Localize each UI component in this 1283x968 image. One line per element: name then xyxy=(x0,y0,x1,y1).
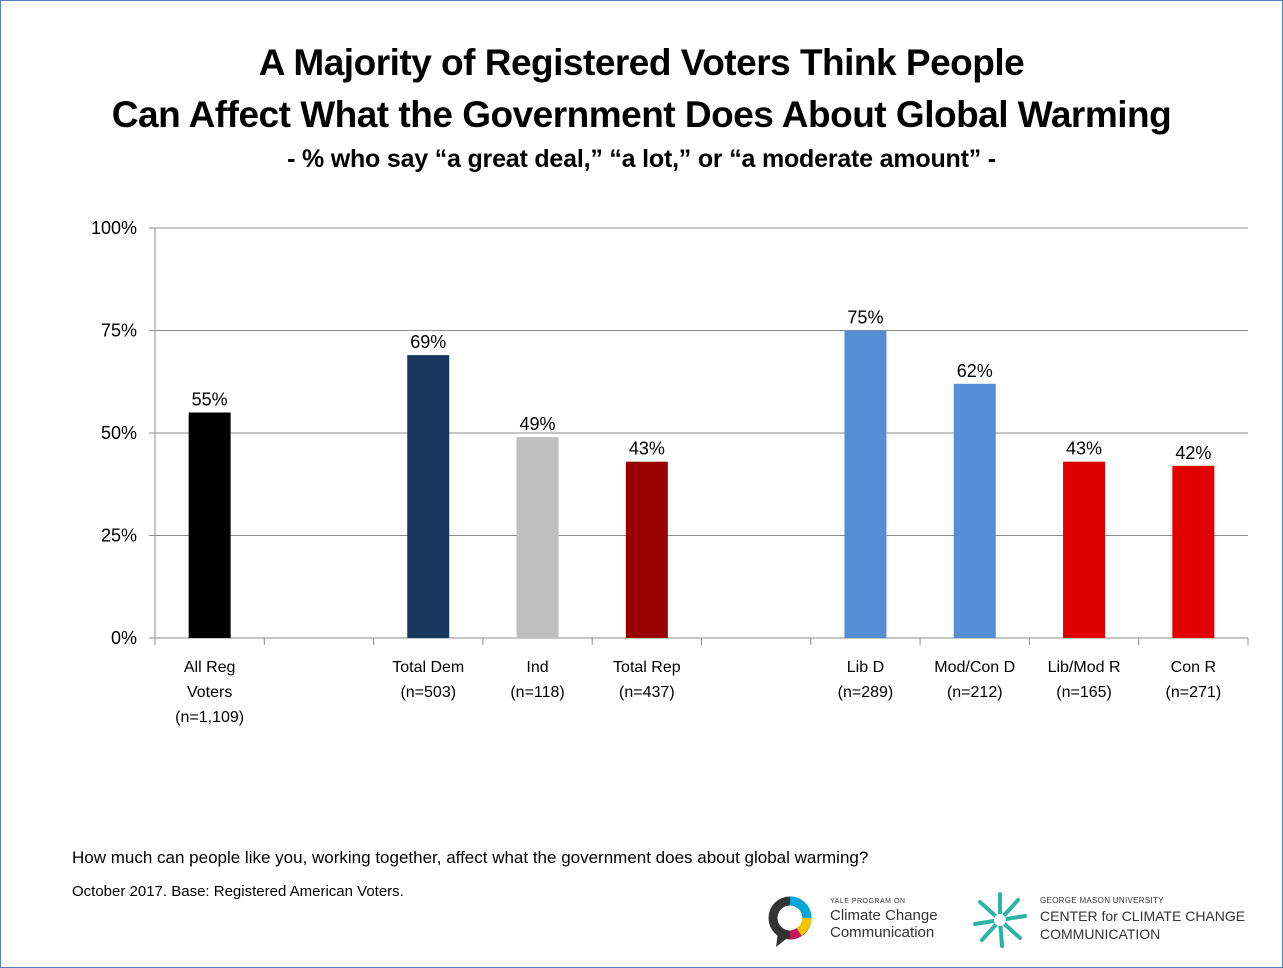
x-category-label: Total Rep xyxy=(613,659,681,676)
gmu-logo: GEORGE MASON UNIVERSITY CENTER for CLIMA… xyxy=(970,890,1270,950)
bar xyxy=(953,383,996,638)
y-tick-label: 75% xyxy=(101,321,137,341)
gmu-line-2: COMMUNICATION xyxy=(1040,926,1161,942)
bar-value-label: 69% xyxy=(410,332,446,352)
bar-value-label: 55% xyxy=(192,390,228,410)
x-category-label: Ind xyxy=(526,659,548,676)
survey-base-note: October 2017. Base: Registered American … xyxy=(72,883,404,900)
yale-small-text: YALE PROGRAM ON xyxy=(830,898,906,905)
x-category-label: (n=1,109) xyxy=(175,709,244,726)
x-category-label: Con R xyxy=(1171,659,1216,676)
yale-logo: YALE PROGRAM ON Climate Change Communica… xyxy=(766,892,966,952)
bar-value-label: 42% xyxy=(1175,443,1211,463)
gmu-starburst-icon xyxy=(973,892,1027,948)
x-category-label: Lib/Mod R xyxy=(1048,659,1121,676)
bar-value-label: 43% xyxy=(629,439,665,459)
x-category-label: (n=165) xyxy=(1056,684,1112,701)
gmu-small-text: GEORGE MASON UNIVERSITY xyxy=(1040,896,1164,905)
x-category-label: (n=212) xyxy=(947,684,1003,701)
x-category-label: Lib D xyxy=(847,659,884,676)
bar xyxy=(844,330,887,638)
x-category-label: Mod/Con D xyxy=(934,659,1015,676)
x-category-label: (n=271) xyxy=(1166,684,1222,701)
y-tick-label: 0% xyxy=(111,628,137,648)
bar-value-label: 62% xyxy=(957,361,993,381)
x-category-label: (n=118) xyxy=(510,684,564,701)
bar-value-label: 49% xyxy=(520,414,556,434)
y-tick-label: 50% xyxy=(101,423,137,443)
bar xyxy=(1063,461,1106,638)
bar xyxy=(516,437,559,638)
y-tick-label: 25% xyxy=(101,526,137,546)
chart-subtitle: - % who say “a great deal,” “a lot,” or … xyxy=(287,145,996,173)
x-category-label: (n=437) xyxy=(619,684,675,701)
x-category-label: (n=289) xyxy=(838,684,894,701)
yale-line-2: Communication xyxy=(830,924,935,941)
yale-speech-bubble-icon xyxy=(768,896,812,947)
bar xyxy=(1172,465,1215,638)
survey-question: How much can people like you, working to… xyxy=(72,848,869,867)
x-category-label: Total Dem xyxy=(392,659,464,676)
y-tick-label: 100% xyxy=(91,218,137,238)
x-category-label: (n=503) xyxy=(400,684,456,701)
chart-title-line-2: Can Affect What the Government Does Abou… xyxy=(111,94,1172,135)
bar xyxy=(188,412,231,638)
bar-value-label: 75% xyxy=(847,308,883,328)
x-category-label: All Reg xyxy=(184,659,236,676)
yale-line-1: Climate Change xyxy=(830,907,938,924)
bar xyxy=(625,461,668,638)
x-category-label: Voters xyxy=(187,684,232,701)
gmu-line-1: CENTER for CLIMATE CHANGE xyxy=(1040,908,1246,924)
chart-title-line-1: A Majority of Registered Voters Think Pe… xyxy=(258,42,1025,83)
bar xyxy=(407,355,450,638)
bar-value-label: 43% xyxy=(1066,439,1102,459)
